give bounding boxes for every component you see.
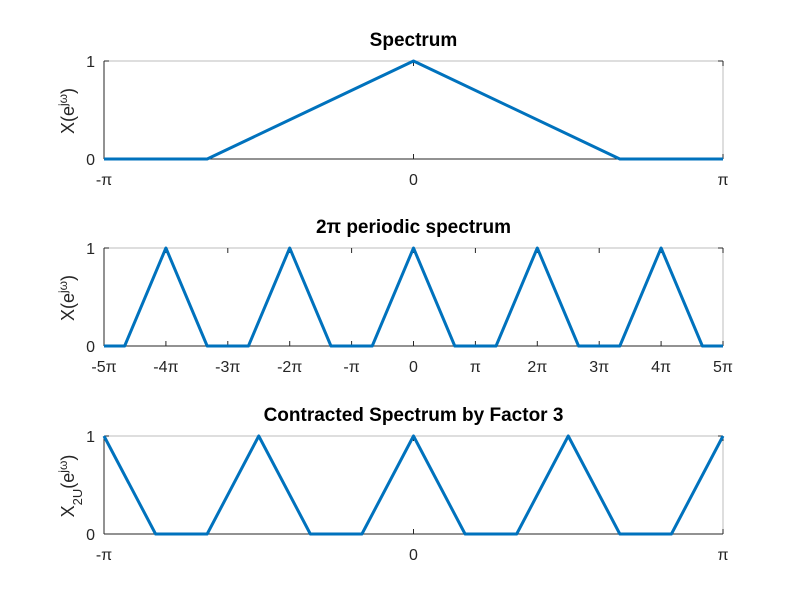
x-tick-label: 5π <box>713 359 733 376</box>
y-tick-label: 0 <box>86 339 95 356</box>
x-tick-label: 0 <box>409 172 418 189</box>
x-tick-label: 4π <box>651 359 671 376</box>
x-tick-label: -π <box>343 359 359 376</box>
x-tick-label: π <box>717 172 728 189</box>
x-tick-label: -5π <box>91 359 116 376</box>
y-tick-label: 1 <box>86 241 95 258</box>
panel-title: 2π periodic spectrum <box>316 217 511 238</box>
y-tick-label: 1 <box>86 54 95 71</box>
contracted-spectrum-panel: Contracted Spectrum by Factor 3 X2U(ejω)… <box>56 405 729 564</box>
periodic-spectrum-panel: 2π periodic spectrum X(ejω) -5π -4π -3π -2π… <box>56 217 733 376</box>
y-axis-label: X(ejω) <box>56 275 78 321</box>
x-tick-label: -3π <box>215 359 240 376</box>
y-tick-label: 0 <box>86 527 95 544</box>
spectrum-panel: Spectrum X(ejω) -π 0 π01 <box>56 30 729 189</box>
panel-title: Spectrum <box>370 30 458 51</box>
x-tick-label: 2π <box>527 359 547 376</box>
x-tick-label: 0 <box>409 359 418 376</box>
x-tick-label: -π <box>96 547 112 564</box>
spectrum-line <box>104 246 723 348</box>
x-tick-label: -4π <box>153 359 178 376</box>
spectrum-line <box>102 434 725 536</box>
x-tick-label: 3π <box>589 359 609 376</box>
y-axis-label: X(ejω) <box>56 88 78 134</box>
y-axis-label: X2U(ejω) <box>56 455 85 518</box>
y-tick-label: 1 <box>86 429 95 446</box>
x-tick-label: π <box>717 547 728 564</box>
y-tick-label: 0 <box>86 152 95 169</box>
spectrum-line <box>104 59 723 161</box>
x-tick-label: 0 <box>409 547 418 564</box>
x-tick-label: π <box>470 359 481 376</box>
x-tick-label: -π <box>96 172 112 189</box>
x-tick-label: -2π <box>277 359 302 376</box>
panel-title: Contracted Spectrum by Factor 3 <box>264 405 564 426</box>
